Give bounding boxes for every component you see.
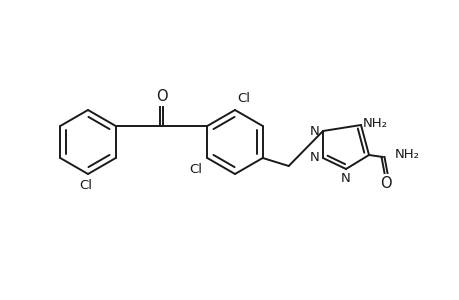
- Text: NH₂: NH₂: [362, 117, 387, 130]
- Text: Cl: Cl: [189, 163, 202, 176]
- Text: Cl: Cl: [79, 179, 92, 192]
- Text: NH₂: NH₂: [394, 148, 419, 160]
- Text: N: N: [309, 151, 319, 164]
- Text: N: N: [341, 172, 350, 185]
- Text: O: O: [155, 89, 167, 104]
- Text: Cl: Cl: [236, 92, 249, 105]
- Text: O: O: [379, 176, 391, 191]
- Text: N: N: [309, 124, 319, 137]
